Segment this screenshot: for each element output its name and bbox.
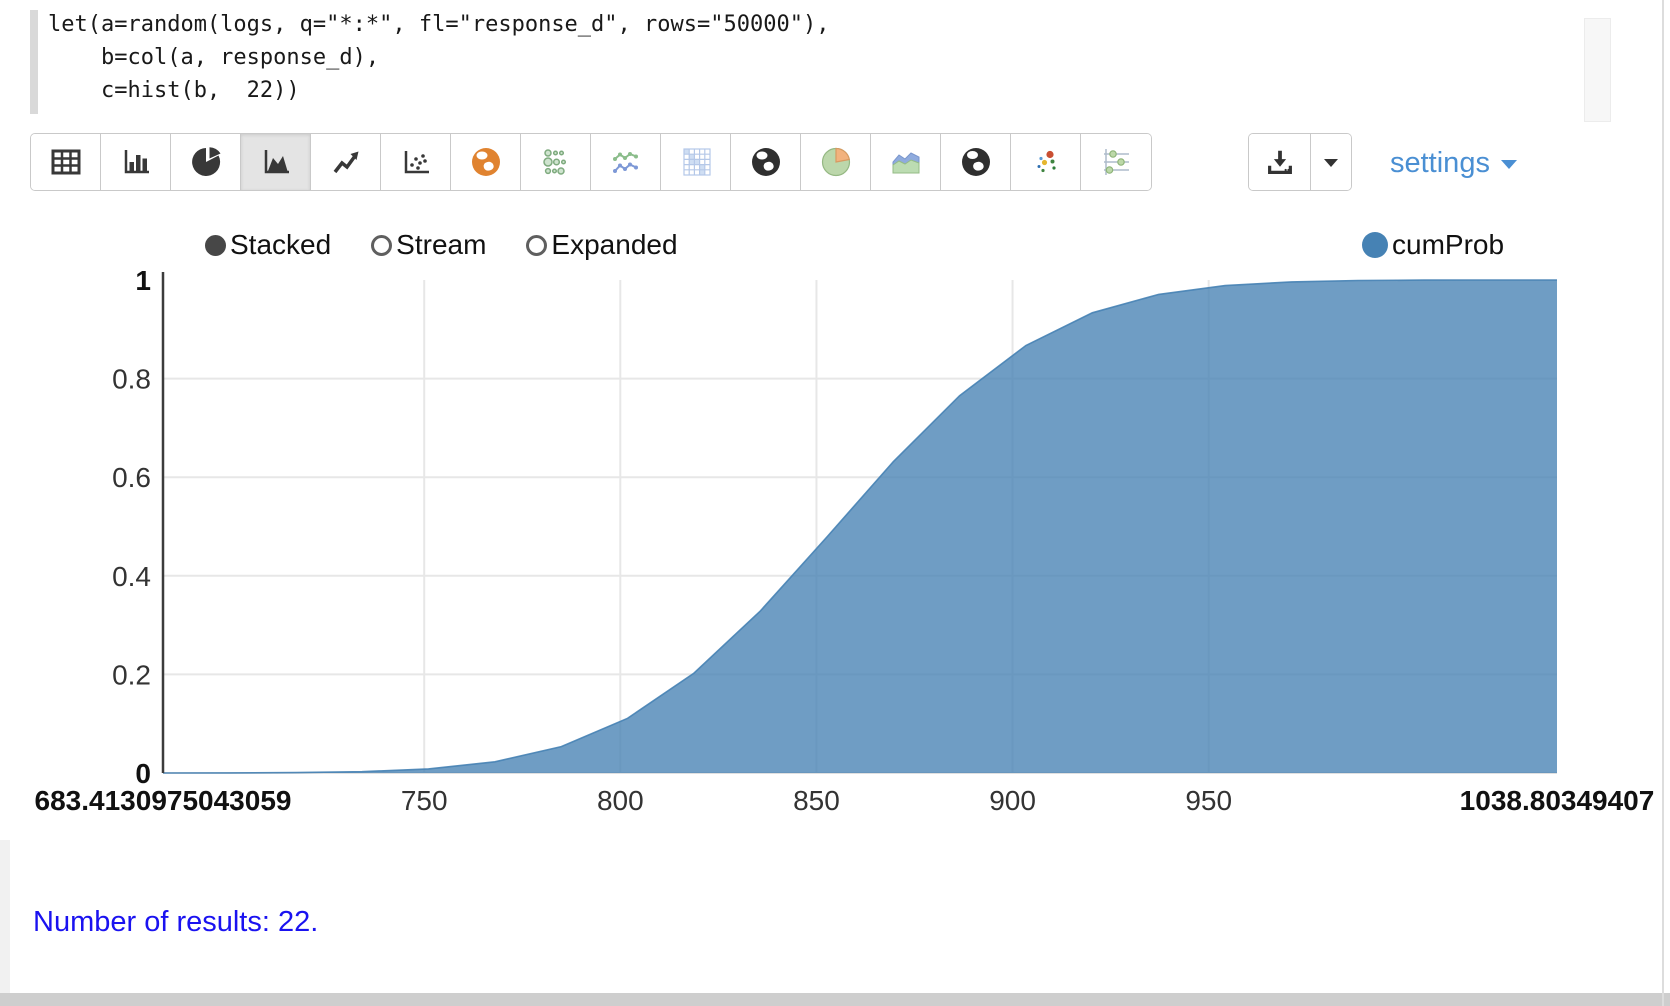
code-scrollbar[interactable]	[1584, 18, 1611, 122]
globe-dark-icon	[961, 148, 990, 176]
mode-expanded-radio[interactable]: Expanded	[526, 229, 678, 261]
chart-type-heatmap-button[interactable]	[661, 134, 731, 190]
chart-type-globe1-button[interactable]	[731, 134, 801, 190]
download-menu-caret-button[interactable]	[1311, 134, 1351, 190]
legend[interactable]: cumProb	[1362, 229, 1504, 261]
radio-icon[interactable]	[205, 234, 226, 256]
area-series-outline	[162, 279, 1557, 774]
mode-controls: Stacked Stream Expanded	[205, 229, 678, 261]
legend-label: cumProb	[1392, 229, 1505, 260]
pie-colored-icon	[821, 147, 850, 177]
x-tick-label: 950	[1185, 785, 1232, 816]
y-tick-label: 0.8	[112, 364, 151, 395]
legend-swatch-icon	[1362, 232, 1388, 258]
mode-stream-radio[interactable]: Stream	[371, 229, 486, 261]
table-icon	[51, 149, 80, 175]
chart-type-pie-button[interactable]	[171, 134, 241, 190]
code-editor[interactable]: let(a=random(logs, q="*:*", fl="response…	[48, 12, 830, 103]
y-tick-label: 0.4	[112, 561, 151, 592]
chart-type-globe2-button[interactable]	[941, 134, 1011, 190]
chart-type-scatter-colored-button[interactable]	[1011, 134, 1081, 190]
y-tick-label: 0.2	[112, 659, 151, 690]
mode-stacked-radio[interactable]: Stacked	[205, 229, 331, 261]
panel-right-border	[1662, 0, 1664, 1006]
chart-type-pie-colored-button[interactable]	[801, 134, 871, 190]
x-tick-label: 683.4130975043059	[35, 785, 292, 816]
globe-orange-icon	[471, 148, 500, 176]
bar-chart-icon	[124, 150, 149, 174]
pie-chart-icon	[191, 147, 220, 176]
chart-type-area-colored-button[interactable]	[871, 134, 941, 190]
parallel-coordinates-icon	[1104, 149, 1129, 175]
chart-type-line-button[interactable]	[311, 134, 381, 190]
scatter-plot-icon	[404, 151, 429, 174]
area-series-cumprob	[163, 280, 1557, 773]
download-button-group	[1248, 133, 1352, 191]
settings-label: settings	[1390, 147, 1490, 179]
scatter-colored-icon	[1037, 150, 1056, 173]
chart-type-multiline-button[interactable]	[591, 134, 661, 190]
heatmap-icon	[682, 148, 711, 176]
chart-type-map-button[interactable]	[451, 134, 521, 190]
y-tick-label: 0.6	[112, 462, 151, 493]
area-colored-icon	[892, 152, 919, 174]
area-chart-icon	[264, 150, 289, 174]
chart-type-bar-button[interactable]	[101, 134, 171, 190]
code-gutter	[30, 10, 38, 114]
mode-label: Expanded	[551, 229, 678, 260]
multiline-chart-icon	[612, 152, 638, 173]
chart-type-scatter-button[interactable]	[381, 134, 451, 190]
x-tick-label: 900	[989, 785, 1036, 816]
mode-label: Stacked	[230, 229, 332, 260]
radio-icon[interactable]	[371, 234, 393, 256]
chart-type-table-button[interactable]	[31, 134, 101, 190]
radio-icon[interactable]	[526, 234, 548, 256]
caret-down-icon	[1324, 159, 1338, 167]
chart-type-bubble-button[interactable]	[521, 134, 591, 190]
left-margin-strip	[0, 840, 10, 993]
caret-down-icon	[1500, 159, 1517, 169]
y-tick-label: 0	[135, 758, 151, 789]
chart-type-parallel-coordinates-button[interactable]	[1081, 134, 1151, 190]
chart-type-area-button[interactable]	[241, 134, 311, 190]
download-button[interactable]	[1249, 134, 1311, 190]
next-paragraph-divider	[0, 993, 1670, 1006]
x-tick-label: 1038.80349407	[1460, 785, 1655, 816]
line-chart-icon	[333, 151, 358, 174]
globe-dark-icon	[751, 148, 780, 176]
settings-dropdown[interactable]: settings	[1390, 147, 1519, 180]
chart-type-toolbar	[30, 133, 1152, 191]
x-tick-label: 750	[401, 785, 448, 816]
x-tick-label: 800	[597, 785, 644, 816]
bubble-chart-icon	[542, 149, 566, 175]
y-tick-label: 1	[135, 265, 151, 296]
results-count-text: Number of results: 22.	[33, 906, 319, 938]
download-icon	[1267, 150, 1292, 174]
x-tick-label: 850	[793, 785, 840, 816]
mode-label: Stream	[396, 229, 487, 260]
